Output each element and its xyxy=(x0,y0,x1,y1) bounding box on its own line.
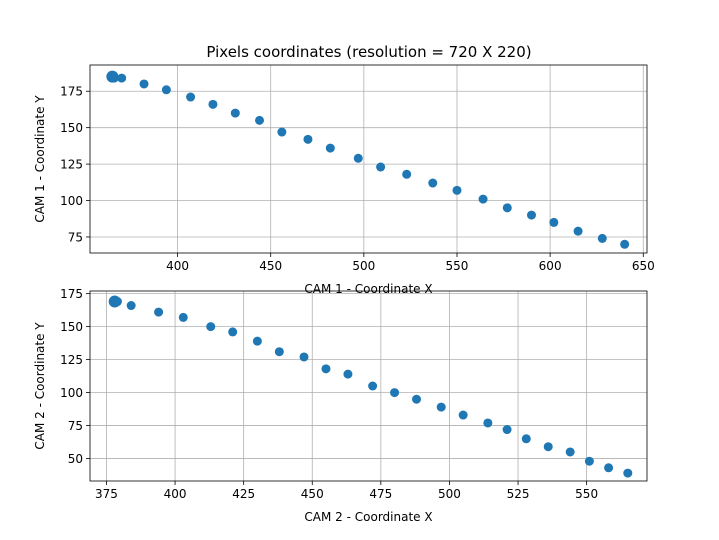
cam2-x-ticks: 375 400 425 450 475 500 525 550 xyxy=(95,481,598,501)
cam1-subplot: 400 450 500 550 600 650 75 100 125 150 175 CAM 1 … xyxy=(33,64,655,296)
cam1-data-point xyxy=(277,127,287,137)
cam1-data-point xyxy=(161,85,171,95)
cam1-data-point xyxy=(325,143,335,153)
cam2-data-point xyxy=(274,347,284,357)
chart-title: Pixels coordinates (resolution = 720 X 2… xyxy=(206,43,531,61)
cam2-data-point xyxy=(228,327,238,337)
cam1-x-ticks: 400 450 500 550 600 650 xyxy=(166,253,655,273)
cam2-y-tick-label: 50 xyxy=(68,452,83,466)
cam2-x-tick-label: 400 xyxy=(164,487,187,501)
cam1-data-point xyxy=(255,115,265,125)
cam2-grid xyxy=(90,291,647,481)
cam2-x-tick-label: 525 xyxy=(507,487,530,501)
cam1-data-point xyxy=(597,233,607,243)
cam1-y-tick-label: 125 xyxy=(60,158,83,172)
cam1-y-tick-label: 100 xyxy=(60,194,83,208)
cam2-data-point xyxy=(390,388,400,398)
cam1-data-point xyxy=(117,73,127,83)
cam2-data-point xyxy=(584,456,594,466)
cam1-data-point xyxy=(502,203,512,213)
cam1-data-point xyxy=(549,217,559,227)
cam1-x-tick-label: 650 xyxy=(632,259,655,273)
cam1-data-point xyxy=(230,108,240,118)
cam1-data-point xyxy=(428,178,438,188)
cam2-x-tick-label: 550 xyxy=(575,487,598,501)
cam1-x-axis-label: CAM 1 - Coordinate X xyxy=(304,282,432,296)
cam1-x-tick-label: 450 xyxy=(259,259,282,273)
cam1-data-point xyxy=(186,92,196,102)
cam2-data-point xyxy=(623,468,633,478)
cam1-data-point xyxy=(353,153,363,163)
cam2-y-axis-label: CAM 2 - Coordinate Y xyxy=(33,322,47,450)
cam2-data-point xyxy=(343,369,353,379)
cam1-x-tick-label: 550 xyxy=(446,259,469,273)
cam2-data-point xyxy=(126,301,136,311)
cam1-x-tick-label: 600 xyxy=(539,259,562,273)
cam1-grid xyxy=(90,65,647,253)
cam2-y-tick-label: 100 xyxy=(60,386,83,400)
cam1-data-point xyxy=(208,99,218,109)
cam2-y-tick-label: 125 xyxy=(60,353,83,367)
cam2-x-tick-label: 425 xyxy=(232,487,255,501)
cam2-data-point xyxy=(502,425,512,435)
cam2-data-point xyxy=(565,447,575,457)
cam2-data-point xyxy=(252,336,262,346)
cam1-data-point xyxy=(109,73,119,83)
cam1-x-tick-label: 400 xyxy=(166,259,189,273)
cam2-data-point xyxy=(543,442,553,452)
cam2-data-point xyxy=(368,381,378,391)
cam1-x-tick-label: 500 xyxy=(352,259,375,273)
cam1-data-point xyxy=(376,162,386,172)
cam1-data-point xyxy=(139,79,149,89)
cam2-data-point xyxy=(206,322,216,332)
cam1-data-point xyxy=(573,226,583,236)
cam2-data-point xyxy=(412,394,422,404)
cam2-data-point xyxy=(178,312,188,322)
cam2-x-tick-label: 500 xyxy=(438,487,461,501)
cam2-subplot: 375 400 425 450 475 500 525 550 50 75 100 125 150 17… xyxy=(33,287,648,524)
cam1-axes-frame xyxy=(89,64,648,254)
cam1-y-tick-label: 75 xyxy=(68,230,83,244)
cam1-y-tick-label: 150 xyxy=(60,121,83,135)
cam2-points xyxy=(108,295,633,478)
cam1-data-point xyxy=(478,194,488,204)
cam2-data-point xyxy=(458,410,468,420)
cam2-y-tick-label: 175 xyxy=(60,287,83,301)
cam2-y-ticks: 50 75 100 125 150 175 xyxy=(60,287,90,466)
cam1-y-axis-label: CAM 1 - Coordinate Y xyxy=(33,95,47,223)
cam2-data-point xyxy=(521,434,531,444)
cam2-x-tick-label: 450 xyxy=(301,487,324,501)
cam2-data-point xyxy=(483,418,493,428)
cam1-y-tick-label: 175 xyxy=(60,85,83,99)
cam2-axes-frame xyxy=(89,290,648,482)
cam2-data-point xyxy=(321,364,331,374)
cam1-data-point xyxy=(402,169,412,179)
cam1-y-ticks: 75 100 125 150 175 xyxy=(60,85,90,244)
cam2-x-axis-label: CAM 2 - Coordinate X xyxy=(304,510,432,524)
cam1-data-point xyxy=(620,239,630,249)
cam1-points xyxy=(106,70,630,249)
cam1-data-point xyxy=(527,210,537,220)
cam1-data-point xyxy=(452,185,462,195)
cam2-data-point xyxy=(604,463,614,473)
cam2-y-tick-label: 150 xyxy=(60,320,83,334)
cam2-data-point xyxy=(112,297,122,307)
cam2-data-point xyxy=(436,402,446,412)
cam2-x-tick-label: 375 xyxy=(95,487,118,501)
cam1-data-point xyxy=(303,134,313,144)
cam2-data-point xyxy=(154,307,164,317)
cam2-x-tick-label: 475 xyxy=(369,487,392,501)
cam2-y-tick-label: 75 xyxy=(68,419,83,433)
cam2-data-point xyxy=(299,352,309,362)
